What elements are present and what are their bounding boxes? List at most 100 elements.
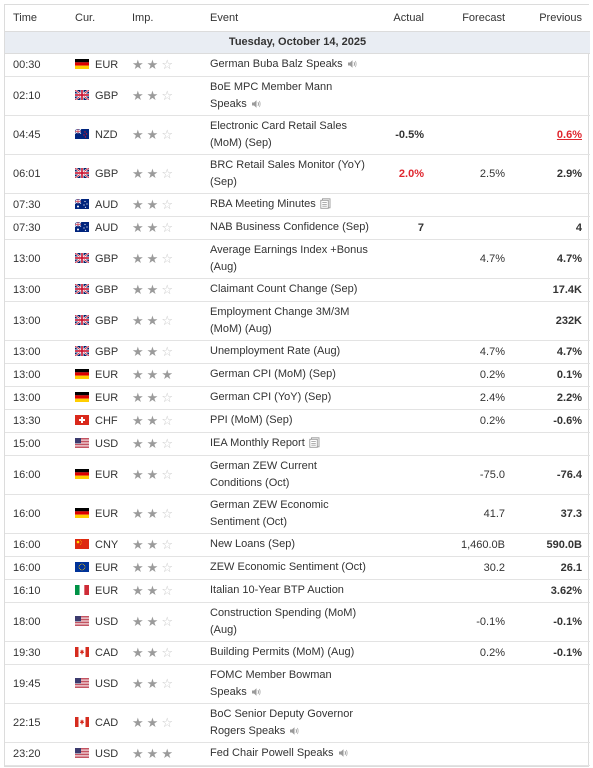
event-name-line1: German ZEW Current (210, 459, 317, 472)
calendar-table: Time Cur. Imp. Event Actual Forecast Pre… (5, 5, 590, 766)
star-icon: ☆ (161, 582, 173, 598)
event-name-line2: (MoM) (Aug) (210, 322, 272, 335)
event-row[interactable]: 13:30 CHF ★ ★ ☆ PPI (MoM) (Sep) 0.2% -0.6% (5, 409, 590, 433)
header-event[interactable]: Event (206, 5, 380, 32)
actual-value (380, 53, 432, 77)
previous-value: 590.0B (513, 533, 590, 557)
currency-code: EUR (95, 391, 119, 404)
currency-code: CNY (95, 538, 119, 551)
event-row[interactable]: 13:00 GBP ★ ★ ☆ Unemployment Rate (Aug) 4.7% 4.… (5, 340, 590, 364)
event-row[interactable]: 13:00 EUR ★ ★ ☆ German CPI (YoY) (Sep) 2.4% 2.2… (5, 386, 590, 410)
star-icon: ☆ (161, 219, 173, 235)
event-name[interactable]: BRC Retail Sales Monitor (YoY) (Sep) (206, 154, 380, 194)
event-row[interactable]: 23:20 USD ★ ★ ★ Fed Chair Powell Speaks (5, 742, 590, 766)
currency-cell: EUR (67, 556, 126, 580)
previous-value: -0.6% (513, 409, 590, 433)
event-row[interactable]: 22:15 CAD ★ ★ ☆ BoC Senior Deputy Governor Rog… (5, 703, 590, 743)
forecast-value (432, 115, 513, 155)
event-name[interactable]: German CPI (YoY) (Sep) (206, 386, 380, 410)
event-row[interactable]: 02:10 GBP ★ ★ ☆ BoE MPC Member Mann Speaks (5, 76, 590, 116)
event-name-line2: (Aug) (210, 623, 237, 636)
flag-gb-icon (75, 252, 89, 263)
event-name[interactable]: IEA Monthly Report (206, 432, 380, 456)
currency-code: USD (95, 677, 119, 690)
event-name[interactable]: Electronic Card Retail Sales (MoM) (Sep) (206, 115, 380, 155)
event-name[interactable]: ZEW Economic Sentiment (Oct) (206, 556, 380, 580)
star-icon: ★ (132, 250, 144, 266)
previous-value (513, 76, 590, 116)
event-row[interactable]: 15:00 USD ★ ★ ☆ IEA Monthly Report (5, 432, 590, 456)
event-time: 19:30 (5, 641, 67, 665)
event-row[interactable]: 13:00 GBP ★ ★ ☆ Employment Change 3M/3M (MoM) … (5, 301, 590, 341)
event-row[interactable]: 16:00 EUR ★ ★ ☆ German ZEW Current Conditions … (5, 455, 590, 495)
importance-stars: ★ ★ ☆ (126, 386, 206, 410)
header-importance[interactable]: Imp. (126, 5, 206, 32)
event-row[interactable]: 00:30 EUR ★ ★ ☆ German Buba Balz Speaks (5, 53, 590, 77)
header-forecast[interactable]: Forecast (432, 5, 513, 32)
forecast-value (432, 278, 513, 302)
currency-cell: AUD (67, 216, 126, 240)
event-name[interactable]: German ZEW Economic Sentiment (Oct) (206, 494, 380, 534)
event-name[interactable]: BoC Senior Deputy Governor Rogers Speaks (206, 703, 380, 743)
star-icon: ☆ (161, 536, 173, 552)
event-row[interactable]: 13:00 EUR ★ ★ ★ German CPI (MoM) (Sep) 0.2% 0.1… (5, 363, 590, 387)
event-name[interactable]: Unemployment Rate (Aug) (206, 340, 380, 364)
event-row[interactable]: 16:00 EUR ★ ★ ☆ German ZEW Economic Sentiment … (5, 494, 590, 534)
event-row[interactable]: 19:30 CAD ★ ★ ☆ Building Permits (MoM) (Aug) 0… (5, 641, 590, 665)
star-icon: ☆ (161, 675, 173, 691)
flag-ca-icon (75, 646, 89, 657)
event-name[interactable]: Average Earnings Index +Bonus (Aug) (206, 239, 380, 279)
event-name[interactable]: PPI (MoM) (Sep) (206, 409, 380, 433)
speaker-icon (251, 687, 262, 697)
header-currency[interactable]: Cur. (67, 5, 126, 32)
flag-cn-icon (75, 538, 89, 549)
header-previous[interactable]: Previous (513, 5, 590, 32)
event-name[interactable]: Fed Chair Powell Speaks (206, 742, 380, 766)
event-row[interactable]: 16:00 EUR ★ ★ ☆ ZEW Economic Sentiment (Oct) 3… (5, 556, 590, 580)
event-row[interactable]: 16:00 CNY ★ ★ ☆ New Loans (Sep) 1,460.0B 590.0B (5, 533, 590, 557)
star-icon: ☆ (161, 165, 173, 181)
header-time[interactable]: Time (5, 5, 67, 32)
event-name[interactable]: Construction Spending (MoM) (Aug) (206, 602, 380, 642)
event-row[interactable]: 07:30 AUD ★ ★ ☆ NAB Business Confidence (Sep)… (5, 216, 590, 240)
previous-text: 3.62% (550, 584, 582, 597)
event-row[interactable]: 16:10 EUR ★ ★ ☆ Italian 10-Year BTP Auction 3.… (5, 579, 590, 603)
event-name[interactable]: Claimant Count Change (Sep) (206, 278, 380, 302)
event-name-line1: Fed Chair Powell Speaks (210, 747, 334, 759)
actual-value (380, 494, 432, 534)
event-name[interactable]: German Buba Balz Speaks (206, 53, 380, 77)
star-icon: ★ (146, 165, 159, 181)
event-name[interactable]: New Loans (Sep) (206, 533, 380, 557)
forecast-value (432, 301, 513, 341)
previous-text: 590.0B (546, 538, 582, 551)
event-row[interactable]: 18:00 USD ★ ★ ☆ Construction Spending (MoM) (A… (5, 602, 590, 642)
forecast-value (432, 703, 513, 743)
event-name[interactable]: FOMC Member Bowman Speaks (206, 664, 380, 704)
star-icon: ★ (146, 536, 159, 552)
event-row[interactable]: 04:45 NZD ★ ★ ☆ Electronic Card Retail Sales(… (5, 115, 590, 155)
event-row[interactable]: 19:45 USD ★ ★ ☆ FOMC Member Bowman Speaks (5, 664, 590, 704)
event-name[interactable]: Employment Change 3M/3M (MoM) (Aug) (206, 301, 380, 341)
event-time: 16:00 (5, 533, 67, 557)
header-actual[interactable]: Actual (380, 5, 432, 32)
event-name[interactable]: RBA Meeting Minutes (206, 193, 380, 217)
event-name[interactable]: BoE MPC Member Mann Speaks (206, 76, 380, 116)
forecast-value: 4.7% (432, 340, 513, 364)
event-name[interactable]: Italian 10-Year BTP Auction (206, 579, 380, 603)
event-name[interactable]: German CPI (MoM) (Sep) (206, 363, 380, 387)
star-icon: ☆ (161, 714, 173, 730)
event-row[interactable]: 07:30 AUD ★ ★ ☆ RBA Meeting Minutes (5, 193, 590, 217)
event-row[interactable]: 06:01 GBP ★ ★ ☆ BRC Retail Sales Monitor (YoY… (5, 154, 590, 194)
previous-text: 0.1% (556, 368, 582, 381)
event-name[interactable]: Building Permits (MoM) (Aug) (206, 641, 380, 665)
event-row[interactable]: 13:00 GBP ★ ★ ☆ Claimant Count Change (Sep) 17… (5, 278, 590, 302)
previous-value (513, 432, 590, 456)
forecast-value (432, 76, 513, 116)
event-name[interactable]: German ZEW Current Conditions (Oct) (206, 455, 380, 495)
event-time: 04:45 (5, 115, 67, 155)
event-name[interactable]: NAB Business Confidence (Sep) (206, 216, 380, 240)
currency-cell: GBP (67, 76, 126, 116)
previous-value: 3.62% (513, 579, 590, 603)
event-row[interactable]: 13:00 GBP ★ ★ ☆ Average Earnings Index +Bonus… (5, 239, 590, 279)
forecast-value: 1,460.0B (432, 533, 513, 557)
